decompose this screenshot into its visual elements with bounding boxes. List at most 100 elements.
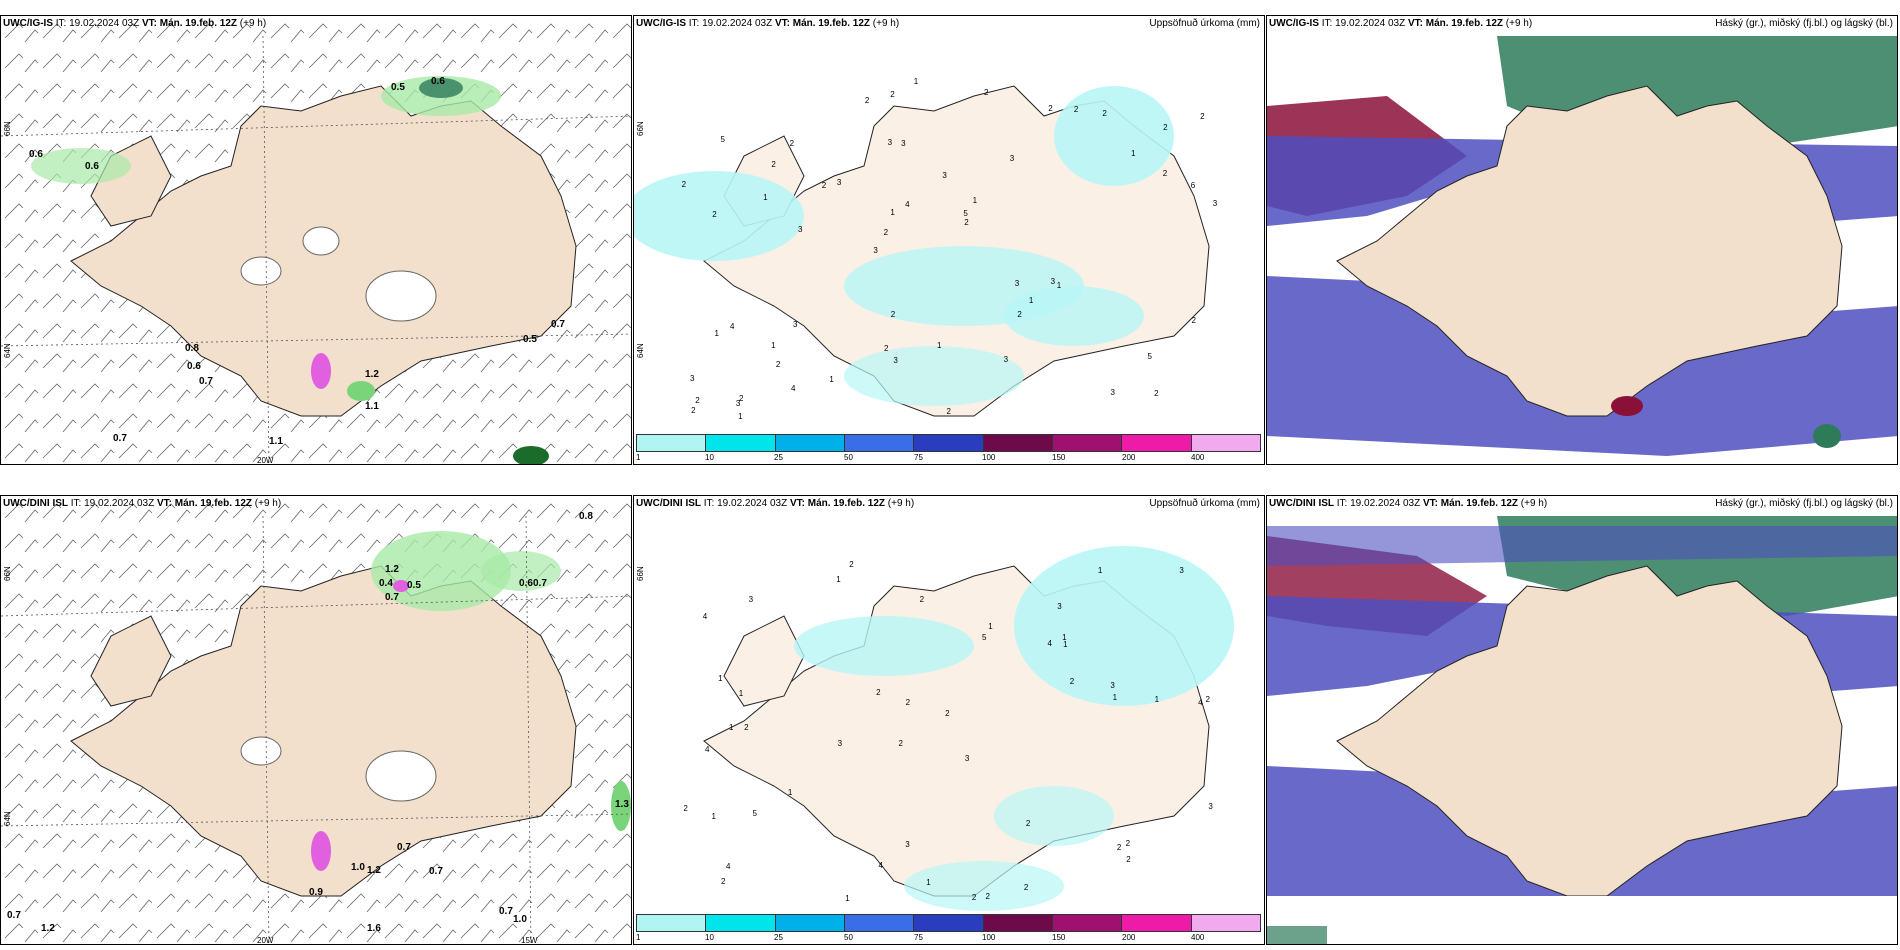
panel-cloud-bottom: UWC/DINI ISL IT: 19.02.2024 03Z VT: Mán.…: [1266, 495, 1898, 945]
wind-value-label: 0.7: [499, 906, 513, 917]
colorbar-tick: 50: [844, 933, 853, 942]
colorbar-tick: 75: [914, 453, 923, 462]
lat-label-64: 64N: [636, 343, 645, 358]
colorbar-tick: 150: [1052, 453, 1066, 462]
colorbar-swatch: [844, 915, 915, 931]
precip-number: 2: [691, 406, 696, 416]
wind-value-label: 0.6: [85, 161, 99, 172]
lat-label-66: 66N: [3, 566, 12, 581]
precip-number: 2: [1163, 123, 1168, 133]
precip-number: 3: [1050, 276, 1056, 286]
colorbar-swatch: [637, 915, 707, 931]
panel-title: Uppsöfnuð úrkoma (mm): [1149, 498, 1260, 509]
precip-number: 2: [821, 180, 827, 190]
precip-number: 2: [1069, 677, 1075, 687]
precip-map: [703, 546, 1234, 911]
precip-number: 2: [744, 723, 749, 733]
precip-colorbar: [636, 914, 1261, 932]
precip-number: 3: [1208, 802, 1213, 812]
precip-number: 1: [1028, 296, 1034, 306]
precip-number: 2: [1017, 309, 1022, 319]
wind-value-label: 0.6: [519, 578, 533, 589]
panel-header: UWC/DINI ISL IT: 19.02.2024 03Z VT: Mán.…: [636, 498, 915, 509]
wind-value-label: 0.7: [113, 433, 127, 444]
precip-number: 1: [1056, 280, 1062, 290]
colorbar-swatch: [844, 435, 915, 451]
colorbar-ticks: 1 10 25 50 75 100 150 200 400: [636, 933, 1261, 943]
colorbar-tick: 10: [705, 933, 714, 942]
panel-header: UWC/DINI ISL IT: 19.02.2024 03Z VT: Mán.…: [1269, 498, 1548, 509]
colorbar-swatch: [914, 435, 984, 451]
precip-number: 2: [1025, 818, 1031, 828]
precip-number: 2: [890, 89, 895, 99]
precip-number: 2: [964, 218, 969, 228]
panel-header: UWC/DINI ISL IT: 19.02.2024 03Z VT: Mán.…: [3, 498, 282, 509]
colorbar-swatch: [983, 435, 1053, 451]
precip-number: 1: [988, 622, 993, 632]
precip-number: 1: [972, 195, 978, 205]
lat-label-66: 66N: [636, 121, 645, 136]
precip-number: 3: [690, 373, 695, 383]
wind-value-label: 0.7: [551, 319, 565, 330]
panel-header: UWC/IG-IS IT: 19.02.2024 03Z VT: Mán. 19…: [1269, 18, 1533, 29]
wind-value-label: 1.1: [365, 401, 379, 412]
wind-value-label: 1.2: [365, 369, 379, 380]
colorbar-tick: 25: [774, 453, 783, 462]
precip-number: 3: [1179, 566, 1184, 576]
precip-number: 1: [738, 411, 743, 421]
lat-label-66: 66N: [3, 121, 12, 136]
wind-value-label: 0.7: [533, 578, 547, 589]
precip-number: 3: [748, 595, 754, 605]
wind-value-label: 1.6: [367, 923, 381, 934]
colorbar-swatch: [914, 915, 984, 931]
precip-number: 1: [845, 893, 850, 903]
wind-value-label: 0.8: [185, 343, 199, 354]
lon-label-20w: 20W: [257, 936, 274, 945]
precip-number: 2: [775, 359, 781, 369]
precip-number: 2: [720, 877, 726, 887]
precip-number: 2: [945, 709, 950, 719]
colorbar-swatch: [637, 435, 707, 451]
precip-number: 5: [1147, 351, 1152, 361]
wind-value-label: 0.7: [385, 592, 399, 603]
precip-number: 2: [1191, 316, 1196, 326]
lat-label-66: 66N: [636, 566, 645, 581]
precip-number: 1: [1154, 695, 1160, 705]
wind-value-label: 0.6: [29, 149, 43, 160]
wind-value-label: 0.7: [397, 842, 411, 853]
precip-number: 4: [878, 860, 883, 870]
wind-value-label: 0.8: [579, 511, 593, 522]
colorbar-swatch: [775, 435, 845, 451]
precip-number: 4: [791, 384, 796, 394]
colorbar-swatch: [775, 915, 845, 931]
wind-value-label: 0.7: [7, 910, 21, 921]
precip-colorbar: [636, 434, 1261, 452]
precip-number: 4: [905, 199, 910, 209]
wind-value-label: 0.7: [199, 376, 213, 387]
precip-number: 6: [1190, 181, 1196, 191]
precip-number: 2: [971, 893, 977, 903]
precip-number: 1: [787, 788, 793, 798]
precip-number: 1: [771, 341, 776, 351]
precip-number: 1: [1112, 693, 1118, 703]
precip-number: 2: [1200, 111, 1205, 121]
precip-number: 4: [705, 745, 710, 755]
precip-number: 2: [864, 96, 870, 106]
wind-value-label: 0.5: [391, 82, 405, 93]
panel-precip-top: UWC/IG-IS IT: 19.02.2024 03Z VT: Mán. 19…: [633, 15, 1265, 465]
wind-value-label: 1.2: [41, 923, 55, 934]
precip-number: 2: [946, 407, 951, 417]
precip-number: 5: [720, 135, 725, 145]
precip-number: 1: [937, 341, 942, 351]
wind-value-label: 0.5: [407, 580, 421, 591]
precip-number: 2: [890, 310, 896, 320]
precip-number: 1: [890, 208, 895, 218]
precip-number: 1: [729, 723, 734, 733]
wind-map: [1, 496, 631, 944]
precip-number: 2: [905, 698, 911, 708]
precip-number: 4: [726, 861, 731, 871]
wind-value-label: 1.3: [615, 799, 629, 810]
panel-wind-top: UWC/IG-IS IT: 19.02.2024 03Z VT: Mán. 19…: [0, 15, 632, 465]
precip-number: 1: [738, 688, 744, 698]
precip-number: 2: [681, 179, 687, 189]
